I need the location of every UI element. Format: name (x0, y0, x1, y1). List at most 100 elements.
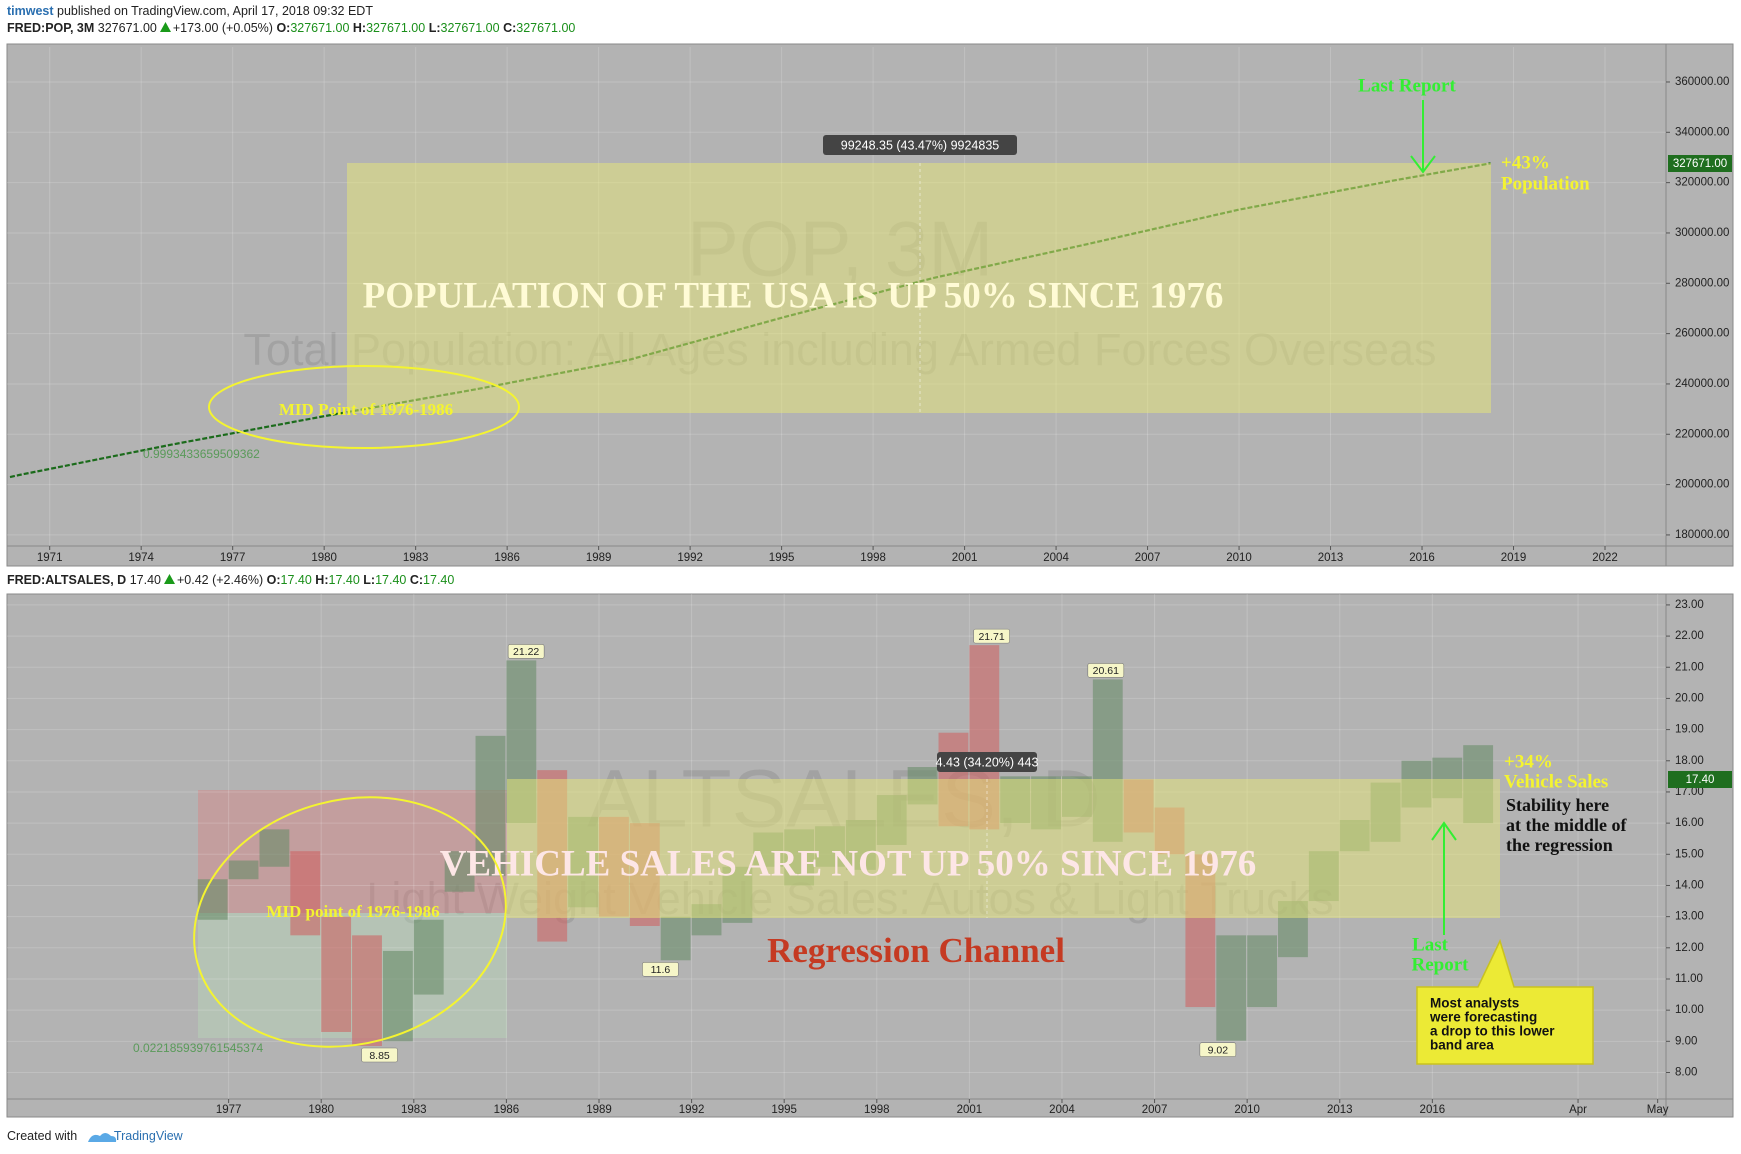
ohlc-value: 17.40 (375, 573, 407, 587)
up-arrow (163, 574, 175, 584)
x-tick-label: 2016 (1420, 1104, 1446, 1116)
year-box (1247, 935, 1278, 1008)
ohlc-label: C: (503, 21, 517, 35)
ohlc-value: 17.40 (280, 573, 312, 587)
ohlc-label: O: (276, 21, 291, 35)
extreme-label: 8.85 (369, 1050, 390, 1062)
y-tick-label: 17.00 (1675, 786, 1704, 798)
brand[interactable]: TradingView (113, 1129, 183, 1143)
forecast-note: a drop to this lower (1430, 1024, 1555, 1039)
x-tick-label: 2013 (1327, 1104, 1353, 1116)
stability-note: at the middle of (1506, 815, 1627, 835)
extreme-badge (642, 961, 679, 977)
y-tick-label: 10.00 (1675, 1004, 1704, 1016)
y-tick-label: 360000.00 (1675, 76, 1729, 88)
x-tick-label: 2019 (1501, 552, 1527, 564)
change-pct: +34% (1504, 751, 1553, 772)
symbol: FRED:ALTSALES, D (7, 573, 127, 587)
x-tick-label: May (1647, 1104, 1669, 1116)
headline: POPULATION OF THE USA IS UP 50% SINCE 19… (363, 275, 1224, 316)
y-tick-label: 300000.00 (1675, 227, 1729, 239)
change: +0.42 (+2.46%) (176, 573, 264, 587)
x-tick-label: 2001 (957, 1104, 983, 1116)
author[interactable]: timwest (7, 4, 54, 18)
last-badge-text: 17.40 (1686, 774, 1715, 786)
x-tick-label: 2013 (1318, 552, 1344, 564)
x-tick-label: 2022 (1592, 552, 1618, 564)
last-report: Last (1412, 934, 1449, 955)
highlight-box (347, 163, 1491, 413)
ohlc-value: 327671.00 (290, 21, 350, 35)
year-box (413, 919, 444, 995)
coefficient: 0.022185939761545374 (133, 1041, 263, 1055)
y-tick-label: 9.00 (1675, 1035, 1697, 1047)
channel-label: Regression Channel (767, 931, 1065, 970)
extreme-label: 21.71 (978, 631, 1004, 643)
x-tick-label: 1989 (586, 552, 612, 564)
change-label: Population (1501, 173, 1590, 194)
measure-text: 99248.35 (43.47%) 9924835 (841, 138, 1000, 152)
y-tick-label: 21.00 (1675, 661, 1704, 673)
ohlc-value: 17.40 (328, 573, 360, 587)
y-tick-label: 18.00 (1675, 755, 1704, 767)
x-tick-label: 1986 (494, 1104, 520, 1116)
forecast-note: were forecasting (1429, 1010, 1537, 1025)
extreme-label: 20.61 (1093, 665, 1119, 677)
x-tick-label: 2007 (1142, 1104, 1168, 1116)
change: +173.00 (+0.05%) (172, 21, 273, 35)
y-tick-label: 8.00 (1675, 1067, 1697, 1079)
x-tick-label: 1974 (128, 552, 154, 564)
y-tick-label: 180000.00 (1675, 529, 1729, 541)
x-tick-label: 2001 (952, 552, 978, 564)
y-tick-label: 200000.00 (1675, 479, 1729, 491)
ohlc-value: 327671.00 (366, 21, 426, 35)
last-report: Last Report (1358, 75, 1456, 96)
x-tick-label: 1995 (771, 1104, 797, 1116)
year-box (321, 916, 352, 1032)
extreme-badge (973, 628, 1010, 644)
y-tick-label: 12.00 (1675, 942, 1704, 954)
last-badge (1668, 155, 1732, 172)
circle-annotation (208, 365, 520, 449)
extreme-label: 21.22 (513, 646, 539, 658)
x-tick-label: 2007 (1135, 552, 1161, 564)
y-tick-label: 15.00 (1675, 848, 1704, 860)
y-tick-label: 20.00 (1675, 692, 1704, 704)
year-box (382, 950, 413, 1042)
forecast-note: Most analysts (1430, 996, 1519, 1011)
year-box (352, 935, 382, 1047)
y-tick-label: 11.00 (1675, 973, 1703, 985)
brand-logo (88, 1133, 117, 1142)
arrow-head (1431, 821, 1457, 841)
last-value: 17.40 (129, 573, 161, 587)
x-tick-label: Apr (1569, 1104, 1587, 1116)
y-tick-label: 23.00 (1675, 599, 1704, 611)
y-tick-label: 13.00 (1675, 911, 1704, 923)
year-box (259, 829, 290, 867)
year-box (1216, 935, 1247, 1041)
published: published on TradingView.com, April 17, … (57, 4, 373, 18)
ohlc-label: H: (315, 573, 329, 587)
x-tick-label: 2004 (1043, 552, 1069, 564)
ohlc-label: O: (266, 573, 281, 587)
highlight-box (507, 779, 1500, 918)
y-tick-label: 240000.00 (1675, 378, 1729, 390)
extreme-badge (1087, 663, 1125, 678)
stability-note: the regression (1506, 835, 1613, 855)
x-tick-label: 2010 (1234, 1104, 1260, 1116)
x-tick-label: 1980 (311, 552, 337, 564)
x-tick-label: 1983 (403, 552, 429, 564)
ohlc-label: H: (352, 21, 367, 35)
stability-note: Stability here (1506, 795, 1609, 815)
y-tick-label: 320000.00 (1675, 177, 1729, 189)
midpoint-label: MID point of 1976-1986 (266, 902, 439, 921)
extreme-label: 9.02 (1208, 1044, 1229, 1056)
y-tick-label: 19.00 (1675, 724, 1704, 736)
measure-text: 4.43 (34.20%) 443 (936, 755, 1039, 769)
created-with: Created with (7, 1129, 78, 1143)
last-report: Report (1412, 954, 1470, 975)
headline: VEHICLE SALES ARE NOT UP 50% SINCE 1976 (440, 843, 1257, 884)
measure-badge (937, 752, 1037, 772)
